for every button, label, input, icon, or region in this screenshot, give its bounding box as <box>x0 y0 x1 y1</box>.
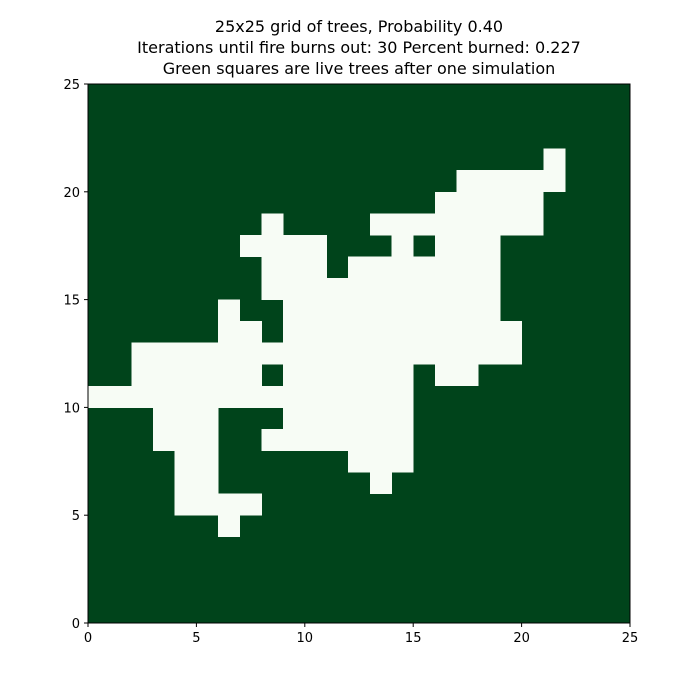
burned-cell-run <box>153 407 219 430</box>
burned-cell-run <box>131 342 523 365</box>
grid-cells <box>88 84 630 623</box>
burned-cell-run <box>239 234 327 257</box>
title-line-2: Iterations until fire burns out: 30 Perc… <box>137 38 581 57</box>
burned-cell-run <box>434 191 544 214</box>
burned-cell-run <box>543 148 566 171</box>
burned-cell-run <box>261 278 501 300</box>
burned-cell-run <box>434 234 501 257</box>
burned-cell-run <box>153 428 219 451</box>
x-tick-label: 25 <box>622 631 639 646</box>
y-axis: 0 5 10 15 20 25 <box>63 78 88 632</box>
burned-cell-run <box>261 256 327 279</box>
burned-cell-run <box>456 170 566 193</box>
burned-cell-run <box>218 515 241 538</box>
x-tick-label: 15 <box>405 631 422 646</box>
burned-cell-run <box>434 364 479 387</box>
x-axis: 0 5 10 15 20 25 <box>84 623 638 646</box>
title-line-1: 25x25 grid of trees, Probability 0.40 <box>214 17 504 36</box>
burned-cell-run <box>283 364 414 387</box>
x-tick-label: 5 <box>192 631 200 646</box>
burned-cell-run <box>261 213 284 236</box>
burned-cell-run <box>174 472 219 495</box>
burned-cell-run <box>391 234 414 257</box>
burned-cell-run <box>348 450 414 473</box>
burned-cell-run <box>348 256 501 279</box>
y-tick-label: 15 <box>63 294 80 309</box>
burned-cell-run <box>174 493 262 516</box>
y-tick-label: 10 <box>63 401 80 416</box>
x-tick-label: 20 <box>513 631 530 646</box>
chart-title: 25x25 grid of trees, Probability 0.40 It… <box>0 16 700 79</box>
y-tick-label: 25 <box>63 78 80 93</box>
y-tick-label: 5 <box>72 509 80 524</box>
burned-cell-run <box>283 407 414 430</box>
y-tick-label: 0 <box>72 617 80 632</box>
burned-cell-run <box>369 213 544 236</box>
burned-cell-run <box>283 299 501 322</box>
burned-cell-run <box>261 428 414 451</box>
y-tick-label: 20 <box>63 186 80 201</box>
title-line-3: Green squares are live trees after one s… <box>162 59 556 78</box>
burned-cell-run <box>88 385 414 408</box>
burned-cell-run <box>218 299 241 322</box>
x-tick-label: 0 <box>84 631 92 646</box>
x-tick-label: 10 <box>297 631 314 646</box>
burned-cell-run <box>218 321 262 344</box>
burned-cell-run <box>131 364 262 387</box>
burned-cell-run <box>174 450 219 473</box>
burned-cell-run <box>283 321 522 344</box>
plot-frame <box>87 83 631 624</box>
burned-cell-run <box>369 472 392 495</box>
